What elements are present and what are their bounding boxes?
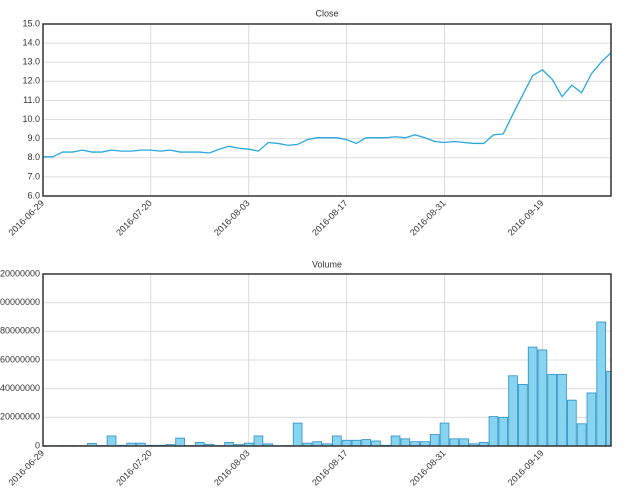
- y-tick-label: 80000000: [0, 326, 40, 336]
- y-tick-label: 7.0: [27, 171, 40, 181]
- bar: [547, 373, 558, 446]
- bar: [351, 439, 362, 446]
- bar: [429, 434, 440, 446]
- x-tick-label: 2016-08-03: [212, 198, 252, 238]
- x-tick-label: 2016-09-19: [506, 198, 546, 238]
- bar: [253, 435, 264, 446]
- line: [43, 52, 611, 158]
- bar: [537, 349, 548, 446]
- plot-frame: [42, 23, 612, 197]
- y-tick-label: 120000000: [0, 268, 40, 278]
- y-tick-label: 10.0: [22, 114, 40, 124]
- bar: [420, 441, 430, 446]
- y-tick-label: 9.0: [27, 133, 40, 143]
- bar: [312, 441, 323, 446]
- y-tick-label: 14.0: [22, 37, 40, 47]
- x-tick-label: 2016-08-31: [408, 198, 448, 238]
- x-tick-label: 2016-06-29: [6, 198, 46, 238]
- bar: [410, 441, 420, 446]
- bar: [106, 435, 117, 446]
- bar: [400, 438, 411, 446]
- plot-frame: [42, 273, 612, 447]
- bar: [567, 399, 577, 446]
- chart-title: Close: [315, 8, 338, 18]
- bar: [449, 438, 460, 446]
- x-tick-label: 2016-08-17: [310, 448, 350, 488]
- bar: [527, 346, 538, 446]
- x-tick-label: 2016-06-29: [6, 448, 46, 488]
- bar: [292, 422, 303, 446]
- bar: [557, 373, 567, 446]
- bar: [488, 416, 499, 446]
- plot-area: [43, 52, 611, 158]
- bar: [341, 439, 352, 446]
- bar: [322, 443, 332, 446]
- x-tick-label: 2016-08-17: [310, 198, 350, 238]
- y-tick-label: 100000000: [0, 297, 40, 307]
- bar: [263, 443, 274, 446]
- bar: [508, 375, 518, 446]
- y-tick-label: 11.0: [23, 95, 40, 105]
- y-tick-label: 13.0: [22, 57, 40, 67]
- bar: [459, 438, 469, 446]
- bar: [596, 321, 607, 446]
- plot-area: [43, 321, 611, 446]
- bar: [390, 435, 401, 446]
- y-tick-label: 12.0: [22, 76, 40, 86]
- bar: [498, 416, 509, 446]
- x-tick-label: 2016-07-20: [114, 448, 154, 488]
- x-tick-label: 2016-08-31: [408, 448, 448, 488]
- chart-title: Volume: [312, 259, 342, 269]
- x-tick-label: 2016-09-19: [506, 448, 546, 488]
- y-tick-label: 6.0: [27, 190, 40, 200]
- y-tick-label: 60000000: [0, 354, 40, 364]
- bar: [361, 439, 371, 446]
- bar: [518, 383, 528, 446]
- bar: [331, 435, 342, 446]
- x-tick-label: 2016-08-03: [212, 448, 252, 488]
- y-tick-label: 15.0: [22, 18, 40, 28]
- bar: [586, 392, 597, 446]
- y-tick-label: 20000000: [0, 412, 40, 422]
- bar: [576, 423, 587, 446]
- y-tick-label: 0: [35, 440, 40, 450]
- bar: [87, 443, 97, 446]
- bar: [469, 443, 479, 446]
- bar: [371, 440, 381, 446]
- y-tick-label: 8.0: [27, 152, 40, 162]
- x-tick-label: 2016-07-20: [114, 198, 154, 238]
- y-tick-label: 40000000: [0, 383, 40, 393]
- bar: [175, 437, 185, 446]
- bar: [439, 422, 450, 446]
